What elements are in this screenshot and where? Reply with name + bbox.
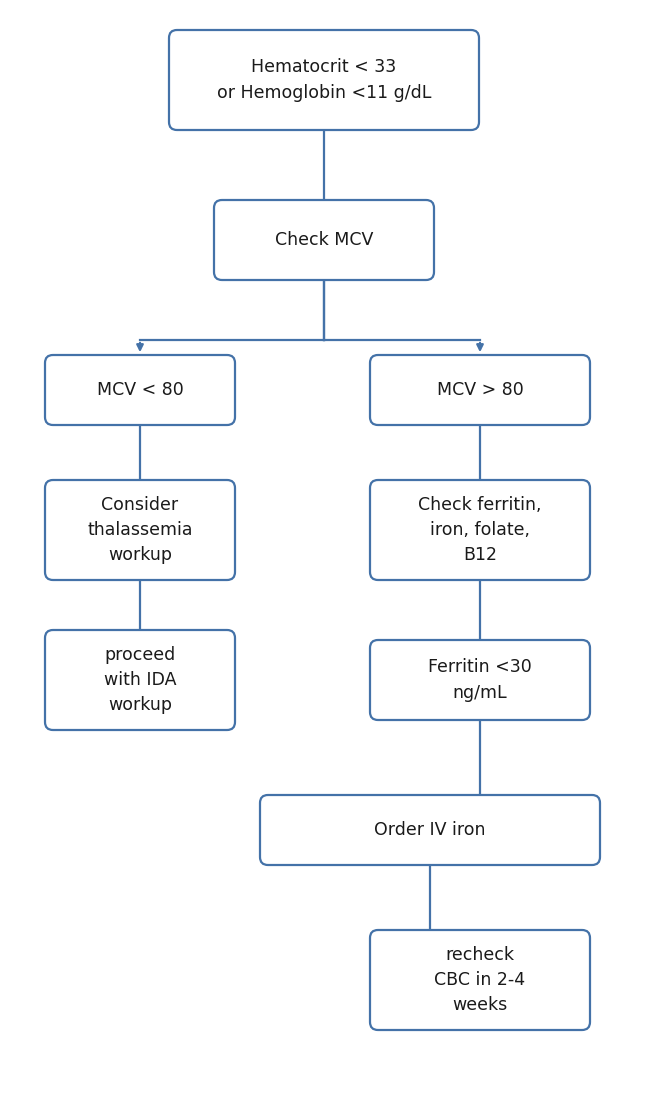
FancyBboxPatch shape — [169, 30, 479, 130]
FancyBboxPatch shape — [370, 640, 590, 720]
FancyBboxPatch shape — [260, 794, 600, 865]
FancyBboxPatch shape — [370, 355, 590, 425]
Text: MCV < 80: MCV < 80 — [97, 380, 183, 399]
Text: Check MCV: Check MCV — [275, 231, 373, 250]
Text: recheck
CBC in 2-4
weeks: recheck CBC in 2-4 weeks — [434, 946, 526, 1014]
FancyBboxPatch shape — [370, 930, 590, 1029]
Text: Order IV iron: Order IV iron — [375, 821, 486, 839]
Text: Consider
thalassemia
workup: Consider thalassemia workup — [87, 496, 192, 564]
Text: proceed
with IDA
workup: proceed with IDA workup — [104, 646, 176, 714]
FancyBboxPatch shape — [214, 200, 434, 280]
FancyBboxPatch shape — [370, 480, 590, 580]
FancyBboxPatch shape — [45, 480, 235, 580]
Text: Check ferritin,
iron, folate,
B12: Check ferritin, iron, folate, B12 — [418, 496, 542, 564]
FancyBboxPatch shape — [45, 630, 235, 730]
Text: Hematocrit < 33
or Hemoglobin <11 g/dL: Hematocrit < 33 or Hemoglobin <11 g/dL — [217, 58, 431, 102]
FancyBboxPatch shape — [45, 355, 235, 425]
Text: MCV > 80: MCV > 80 — [437, 380, 524, 399]
Text: Ferritin <30
ng/mL: Ferritin <30 ng/mL — [428, 658, 532, 702]
